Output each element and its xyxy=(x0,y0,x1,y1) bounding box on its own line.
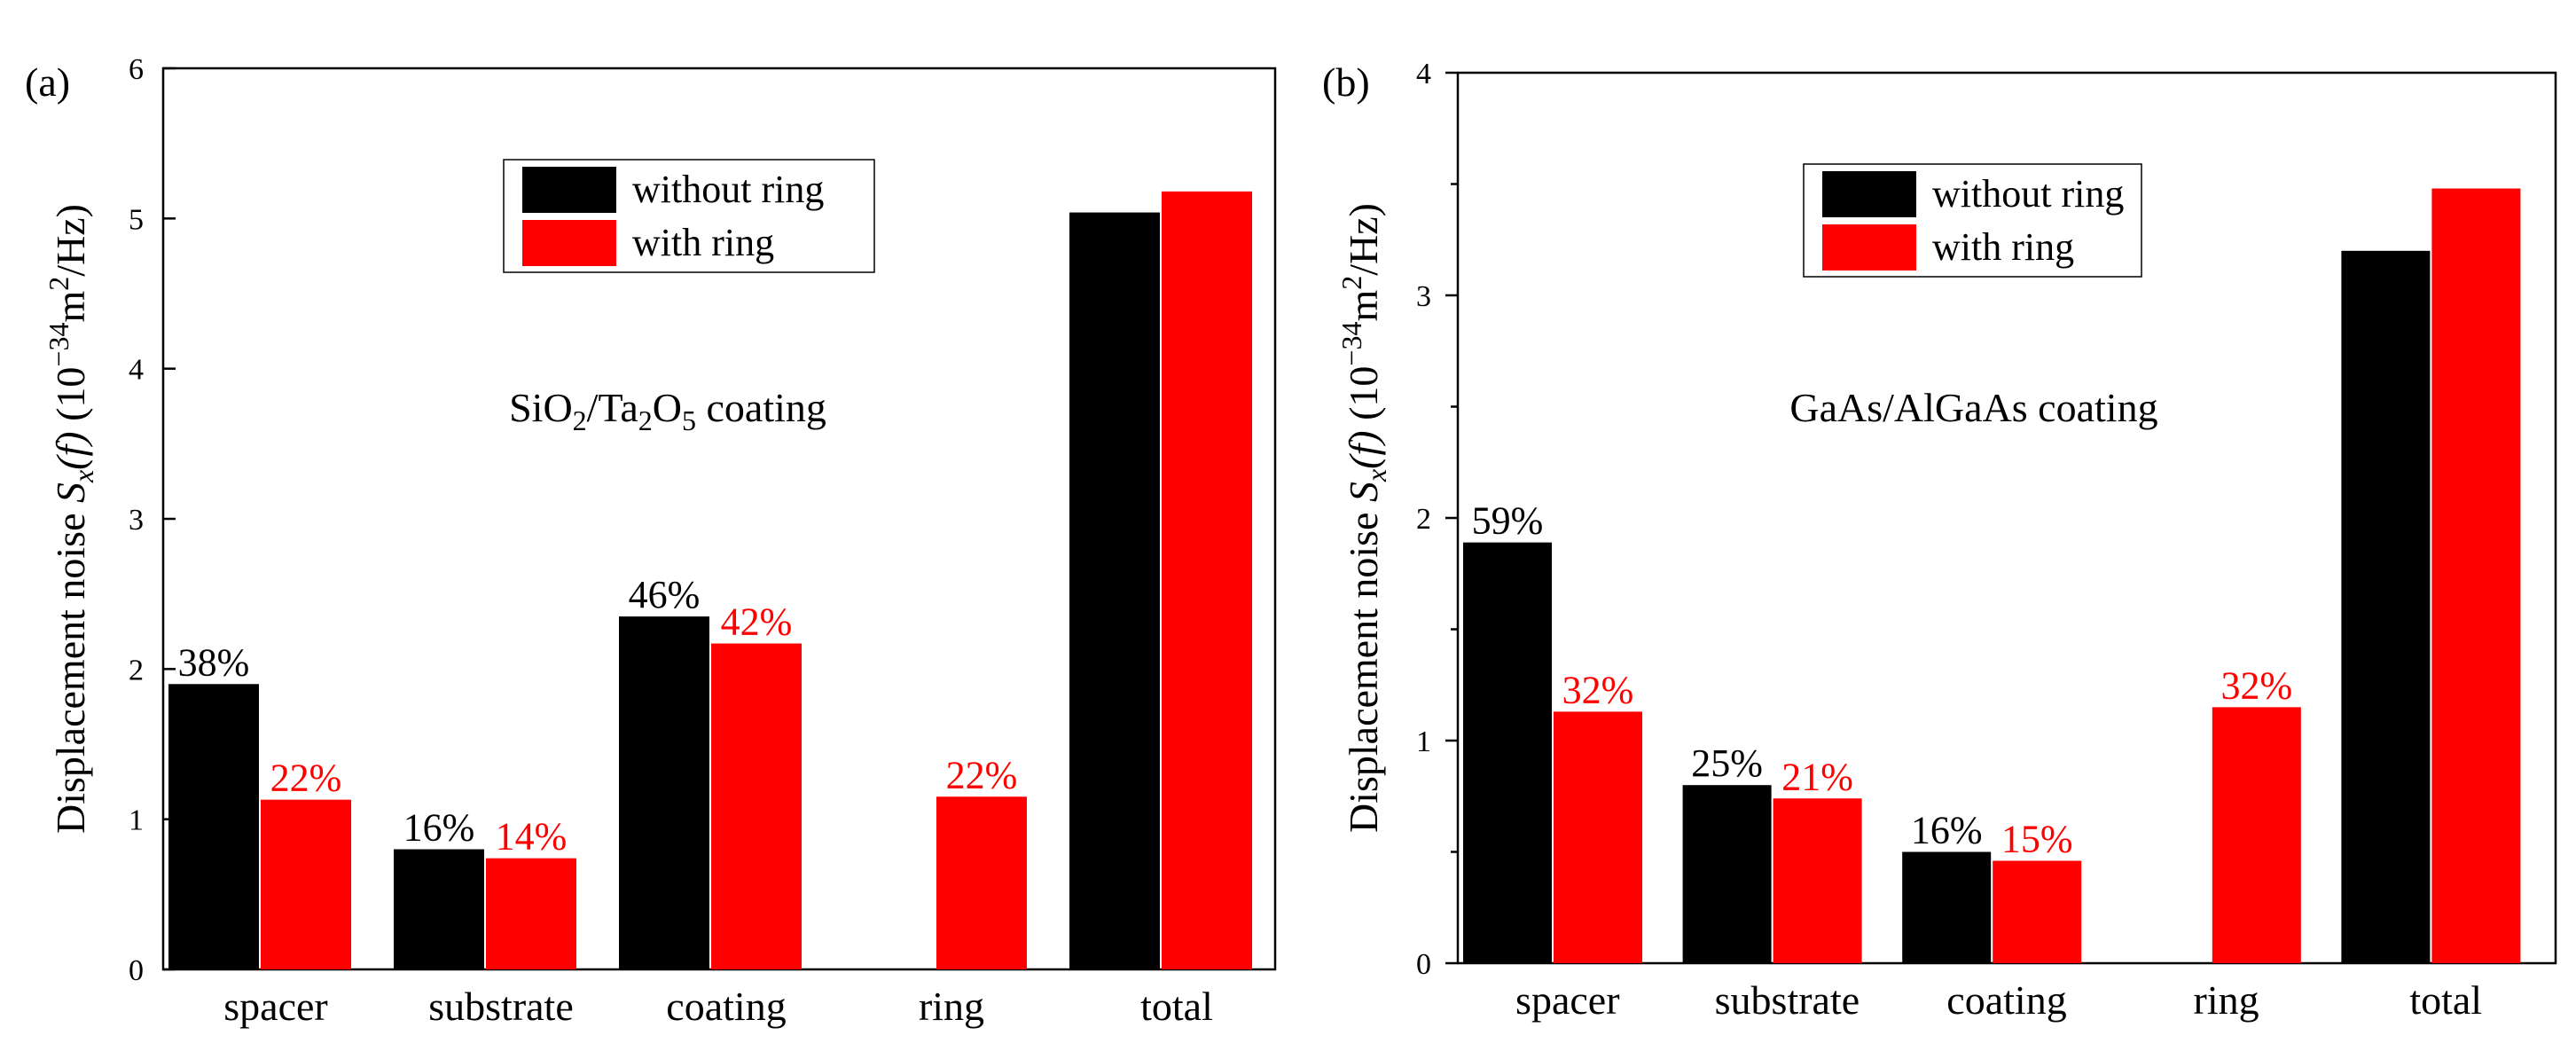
legend-swatch-without-ring xyxy=(1822,171,1916,217)
bar-percent-label: 22% xyxy=(946,753,1018,796)
bar-ring-with-ring xyxy=(936,796,1027,969)
legend-label: without ring xyxy=(1932,172,2124,216)
bar-coating-without-ring xyxy=(619,616,709,969)
y-tick-label: 1 xyxy=(1416,726,1431,758)
bar-percent-label: 46% xyxy=(629,573,701,616)
bar-percent-label: 25% xyxy=(1691,741,1763,785)
bar-coating-without-ring xyxy=(1902,851,1992,963)
legend-label: with ring xyxy=(1932,225,2074,269)
bar-spacer-with-ring xyxy=(1554,711,1642,963)
y-tick-label: 2 xyxy=(1416,503,1431,536)
bar-percent-label: 14% xyxy=(496,815,568,859)
chart-panel-b: 59% 32% spacer 25% 21% substrate 16% 15% coating… xyxy=(1322,58,2557,1023)
bar-percent-label: 32% xyxy=(1562,668,1634,711)
bar-percent-label: 22% xyxy=(270,757,342,800)
bar-substrate-with-ring xyxy=(486,858,576,969)
legend-label: with ring xyxy=(632,221,774,264)
legend-swatch-without-ring xyxy=(522,167,616,213)
x-tick-label: spacer xyxy=(1515,977,1619,1023)
x-tick-label: ring xyxy=(2194,977,2259,1023)
legend: without ring with ring xyxy=(503,159,875,273)
panel-label: (b) xyxy=(1322,59,1370,105)
bar-total-with-ring xyxy=(2431,188,2521,963)
coating-annotation: GaAs/AlGaAs coating xyxy=(1789,385,2157,430)
bar-percent-label: 42% xyxy=(721,600,793,644)
legend: without ring with ring xyxy=(1803,163,2142,278)
bar-substrate-without-ring xyxy=(1682,785,1772,963)
x-tick-label: ring xyxy=(919,984,984,1029)
x-tick-label: total xyxy=(1140,984,1213,1029)
y-tick-label: 3 xyxy=(1416,280,1431,313)
bar-total-with-ring xyxy=(1162,191,1252,969)
legend-swatch-with-ring xyxy=(522,220,616,266)
legend-label: without ring xyxy=(632,168,824,211)
y-axis-title: Displacement noise Sx(f) (10−34m2/Hz) xyxy=(1335,203,1392,833)
x-tick-label: total xyxy=(2409,977,2482,1023)
y-tick-label: 4 xyxy=(129,354,144,387)
bar-substrate-with-ring xyxy=(1773,798,1862,963)
bar-percent-label: 32% xyxy=(2220,663,2292,707)
x-tick-label: spacer xyxy=(223,984,327,1029)
bar-coating-with-ring xyxy=(711,643,802,969)
x-tick-label: substrate xyxy=(1715,977,1860,1023)
bar-percent-label: 38% xyxy=(178,640,250,684)
bar-total-without-ring xyxy=(2341,250,2431,963)
y-tick-label: 5 xyxy=(129,203,144,236)
y-axis-title: Displacement noise Sx(f) (10−34m2/Hz) xyxy=(43,204,99,834)
x-tick-label: substrate xyxy=(428,984,574,1029)
bar-ring-with-ring xyxy=(2212,707,2301,963)
bar-percent-label: 16% xyxy=(403,806,475,850)
y-tick-label: 6 xyxy=(129,53,144,86)
bar-substrate-without-ring xyxy=(394,849,484,969)
bar-total-without-ring xyxy=(1069,212,1160,969)
y-tick-label: 4 xyxy=(1416,58,1431,90)
y-tick-label: 1 xyxy=(129,804,144,837)
bar-coating-with-ring xyxy=(1993,860,2082,963)
coating-annotation: SiO2/Ta2O5 coating xyxy=(509,385,826,436)
y-tick-label: 0 xyxy=(129,954,144,987)
y-tick-label: 0 xyxy=(1416,948,1431,981)
bar-spacer-without-ring xyxy=(1463,542,1552,963)
bar-percent-label: 15% xyxy=(2001,818,2073,861)
bar-percent-label: 59% xyxy=(1472,499,1544,543)
bar-percent-label: 21% xyxy=(1781,755,1853,798)
bar-percent-label: 16% xyxy=(1911,809,1983,852)
x-tick-label: coating xyxy=(1946,977,2066,1023)
y-tick-label: 2 xyxy=(129,654,144,686)
y-tick-label: 3 xyxy=(129,504,144,537)
panel-label: (a) xyxy=(25,59,70,105)
chart-panel-a: 38% 22% spacer 16% 14% substrate 46% 42% coating… xyxy=(25,53,1277,1029)
x-tick-label: coating xyxy=(666,984,786,1029)
bar-spacer-without-ring xyxy=(168,684,259,969)
legend-swatch-with-ring xyxy=(1822,224,1916,271)
bar-spacer-with-ring xyxy=(261,799,351,969)
